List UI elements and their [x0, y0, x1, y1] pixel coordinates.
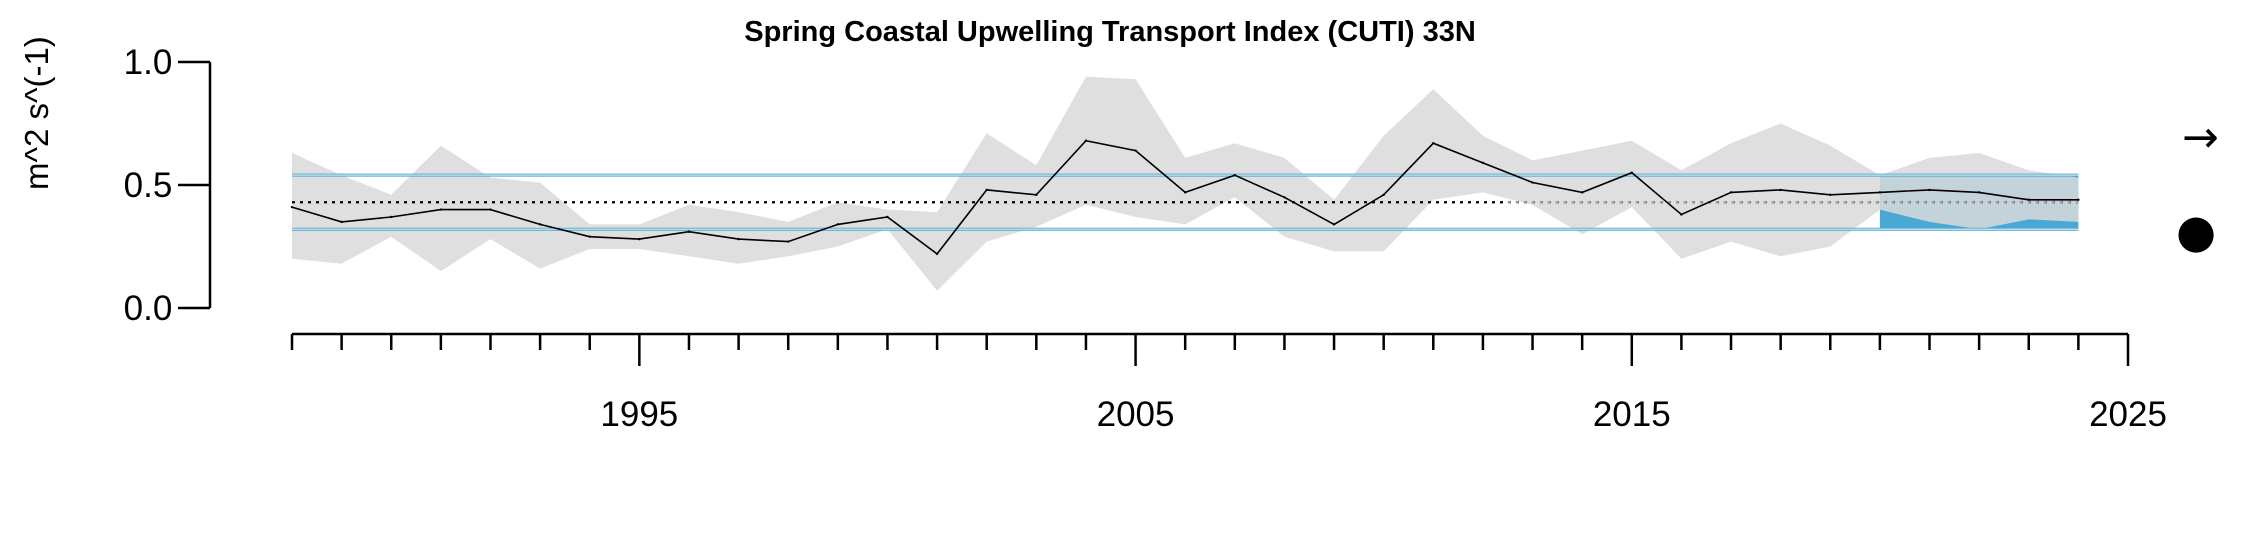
data-point	[290, 205, 294, 209]
data-point	[588, 235, 591, 238]
x-tick-label: 2005	[1097, 395, 1175, 434]
data-point	[1977, 191, 1981, 194]
uncertainty-band	[292, 76, 2079, 291]
data-point	[737, 237, 740, 241]
data-point	[1630, 171, 1633, 174]
trend-arrow-icon: →	[2182, 112, 2219, 163]
chart-title: Spring Coastal Upwelling Transport Index…	[744, 16, 1476, 48]
plot-panel	[290, 76, 2080, 291]
data-point	[1134, 149, 1137, 152]
data-point	[1481, 161, 1485, 165]
data-point	[935, 252, 939, 256]
data-point	[1035, 193, 1038, 197]
data-point	[538, 223, 542, 226]
data-point	[1183, 191, 1187, 194]
data-point	[340, 220, 343, 224]
data-point	[1283, 196, 1286, 199]
y-tick-label: 0.5	[124, 166, 173, 205]
y-axis: 0.0 0.5 1.0	[124, 43, 212, 328]
data-point	[390, 215, 393, 219]
data-point	[1580, 191, 1584, 194]
data-point	[836, 223, 840, 226]
x-tick-label: 2025	[2089, 395, 2167, 434]
data-point	[1332, 223, 1336, 226]
data-point	[489, 208, 492, 211]
data-point	[1829, 193, 1832, 197]
data-point	[439, 208, 443, 211]
data-point	[2077, 198, 2080, 201]
y-tick-label: 0.0	[124, 289, 173, 328]
data-point	[1779, 188, 1782, 192]
data-point	[1084, 139, 1088, 142]
data-point	[1233, 173, 1237, 177]
x-tick-label: 1995	[600, 395, 678, 434]
data-point	[638, 237, 641, 241]
x-axis: 1995 2005 2015 2025	[290, 332, 2167, 434]
data-point	[1382, 193, 1385, 197]
status-dot-icon: ●	[2176, 204, 2216, 258]
y-tick-label: 1.0	[124, 43, 173, 82]
data-point	[1729, 191, 1733, 194]
data-point	[1531, 181, 1534, 184]
data-point	[985, 188, 988, 192]
data-point	[2027, 198, 2030, 201]
x-tick-label: 2015	[1593, 395, 1671, 434]
y-axis-title: m^2 s^(-1)	[18, 36, 55, 190]
data-point	[687, 230, 691, 233]
data-point	[1878, 191, 1882, 194]
data-point	[787, 240, 790, 243]
data-point	[1432, 141, 1435, 145]
data-point	[1680, 213, 1683, 216]
data-point	[886, 215, 889, 219]
data-point	[1928, 188, 1931, 192]
